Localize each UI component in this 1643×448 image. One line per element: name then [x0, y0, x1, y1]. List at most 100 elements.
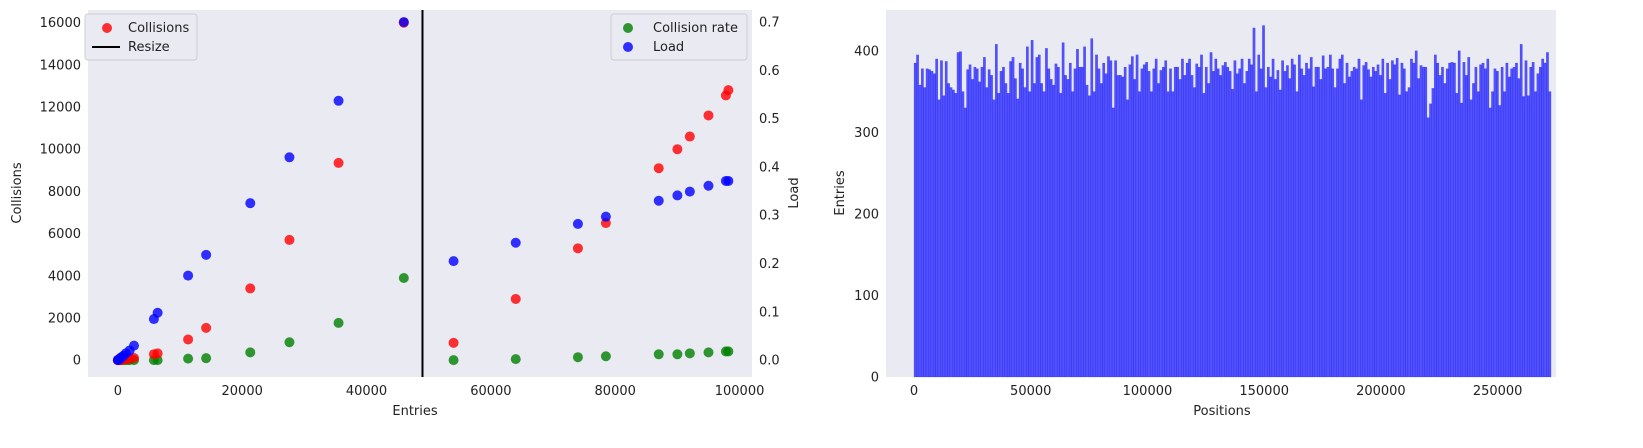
left-points: [112, 17, 734, 366]
histogram-bar: [1460, 102, 1463, 378]
histogram-bar: [1286, 65, 1289, 378]
left-y-ticks: 0 2000 4000 6000 8000 10000 12000 14000 16000: [40, 16, 81, 368]
histogram-bar: [947, 83, 950, 378]
histogram-bar: [1400, 62, 1404, 378]
left-y2-tick-label: 0.2: [759, 257, 780, 272]
histogram-bar: [1257, 54, 1261, 378]
histogram-bar: [916, 54, 919, 378]
histogram-bar: [1014, 78, 1017, 378]
histogram-bar: [1543, 62, 1547, 378]
histogram-bar: [921, 68, 924, 378]
collision-rate-point: [333, 317, 344, 328]
legend-load-label: Load: [653, 40, 684, 55]
histogram-bar: [1028, 91, 1032, 378]
left-y2-tick-label: 0.0: [759, 354, 780, 369]
left-y-tick-label: 6000: [48, 227, 81, 242]
histogram-bar: [1121, 76, 1125, 378]
histogram-bar: [1111, 107, 1115, 378]
histogram-bar: [1238, 68, 1242, 378]
left-x-tick-label: 100000: [715, 384, 765, 399]
histogram-bar: [1207, 83, 1211, 378]
histogram-bar: [1104, 73, 1108, 378]
histogram-bar: [1119, 75, 1122, 378]
histogram-bar: [1309, 57, 1313, 378]
histogram-bar: [1011, 57, 1015, 378]
histogram-bar: [1376, 64, 1380, 378]
histogram-bar: [1193, 87, 1196, 378]
histogram-bar: [1484, 68, 1487, 378]
histogram-bar: [966, 69, 970, 378]
histogram-bar: [1474, 66, 1478, 378]
right-y-tick-label: 300: [854, 126, 879, 141]
histogram-bar: [954, 93, 958, 378]
histogram-bar: [1355, 68, 1358, 378]
collisions-point: [684, 131, 695, 142]
histogram-bar: [918, 84, 922, 378]
collisions-point: [448, 337, 459, 348]
load-point: [510, 237, 521, 248]
histogram-bar: [1283, 71, 1287, 378]
histogram-bar: [1469, 99, 1473, 378]
left-y-tick-label: 12000: [40, 101, 81, 116]
collisions-point: [653, 163, 664, 174]
legend-collisions-label: Collisions: [128, 21, 189, 36]
histogram-bar: [1123, 66, 1127, 378]
histogram-bar: [1441, 66, 1444, 378]
load-point: [448, 256, 459, 267]
histogram-bar: [1219, 75, 1222, 378]
histogram-bar: [925, 68, 929, 378]
histogram-bar: [1507, 76, 1511, 378]
histogram-bar: [1297, 54, 1301, 378]
right-y-tick-label: 400: [854, 44, 879, 59]
histogram-bar: [1493, 68, 1497, 378]
histogram-bar: [1140, 68, 1144, 378]
histogram-bar: [1209, 52, 1213, 378]
histogram-bar: [1364, 62, 1368, 378]
histogram-bar: [1407, 87, 1411, 378]
load-point: [245, 198, 256, 209]
histogram-bar: [1152, 68, 1156, 378]
collision-rate-point: [398, 273, 409, 284]
load-point: [333, 95, 344, 106]
histogram-bar: [1386, 62, 1389, 378]
right-chart: 0 50000 100000 150000 200000 250000 0 100 200 30…: [833, 10, 1556, 419]
histogram-bar: [1412, 62, 1416, 378]
histogram-bar: [1061, 42, 1065, 378]
left-y-tick-label: 0: [73, 354, 81, 369]
histogram-bar: [1090, 38, 1094, 378]
histogram-bar: [1233, 60, 1237, 378]
left-plot-area: [88, 10, 752, 377]
left-x-tick-label: 20000: [222, 384, 263, 399]
histogram-bar: [1395, 57, 1399, 378]
histogram-bar: [1216, 68, 1220, 378]
histogram-bar: [1343, 83, 1347, 378]
histogram-bar: [1259, 68, 1263, 378]
right-x-tick-label: 200000: [1356, 384, 1406, 399]
histogram-bar: [1197, 66, 1201, 378]
histogram-bar: [1097, 68, 1101, 378]
histogram-bar: [1374, 71, 1378, 378]
histogram-bar: [1319, 79, 1323, 378]
right-y-ticks: 0 100 200 300 400: [854, 44, 879, 385]
histogram-bar: [937, 99, 941, 378]
histogram-bar: [1252, 27, 1256, 378]
histogram-bar: [1080, 66, 1084, 378]
histogram-bar: [1314, 66, 1318, 378]
histogram-bar: [1159, 70, 1163, 378]
legend-collisions-marker: [102, 23, 112, 33]
histogram-bar: [940, 60, 943, 378]
right-x-tick-label: 50000: [1010, 384, 1051, 399]
histogram-bar: [1546, 52, 1549, 378]
histogram-bar: [985, 87, 989, 378]
histogram-bar: [968, 64, 972, 378]
legend-collision-rate-label: Collision rate: [653, 21, 738, 36]
collisions-point: [510, 293, 521, 304]
histogram-bar: [1522, 96, 1525, 378]
collisions-point: [183, 334, 194, 345]
histogram-bar: [1317, 66, 1320, 378]
left-x-tick-label: 80000: [595, 384, 636, 399]
histogram-bar: [928, 69, 931, 378]
histogram-bar: [1076, 48, 1079, 378]
histogram-bar: [1431, 88, 1435, 378]
histogram-bar: [1472, 83, 1475, 378]
